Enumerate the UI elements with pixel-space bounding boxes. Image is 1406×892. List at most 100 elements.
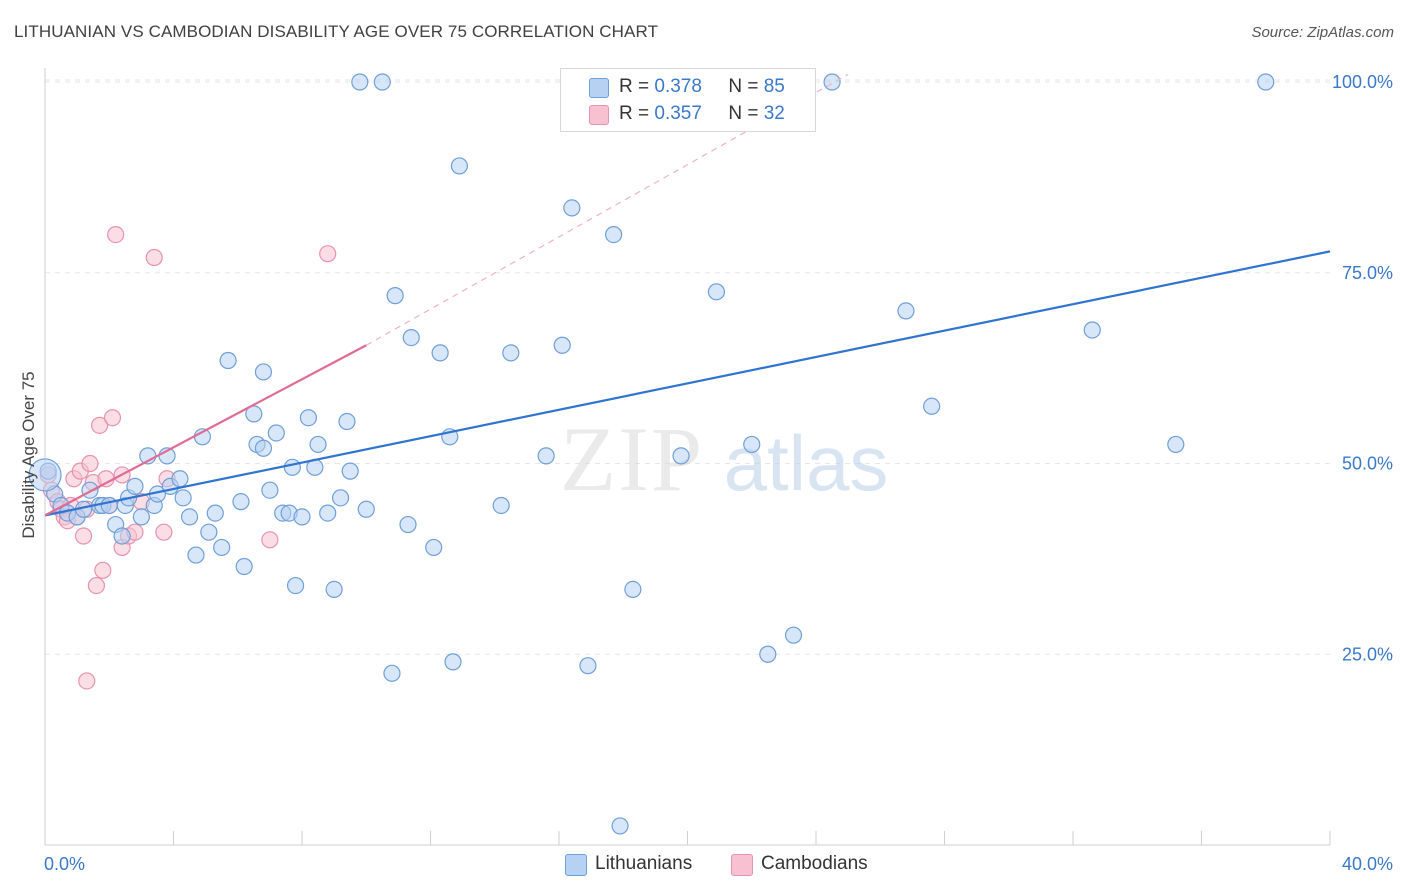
lithuanian-point: [402, 329, 420, 347]
cambodian-point: [107, 226, 125, 244]
lithuanian-point: [235, 557, 253, 576]
lithuanian-point: [492, 496, 510, 515]
cambodian-point: [261, 531, 279, 549]
lithuanian-point: [254, 363, 273, 381]
cambodian-point: [319, 245, 337, 263]
y-tick-label: 100.0%: [1332, 72, 1393, 92]
lithuanian-point: [232, 493, 250, 511]
lithuanian-point: [299, 409, 318, 427]
lithuanian-point: [267, 424, 285, 442]
lithuanian-point: [431, 344, 449, 362]
y-tick-label: 75.0%: [1342, 263, 1393, 283]
lithuanian-point: [351, 73, 369, 91]
lithuanian-point: [611, 817, 629, 835]
cambodian-point: [87, 576, 106, 595]
legend-n-label: N =: [728, 103, 759, 124]
lithuanian-point: [206, 504, 224, 522]
legend-r-label: R =: [619, 103, 650, 124]
lithuanian-point: [293, 508, 311, 526]
cambodian-point: [97, 470, 115, 488]
axes: [44, 68, 1331, 846]
legend-label-lithuanians: Lithuanians: [595, 853, 693, 874]
cambodians-swatch-icon: [589, 105, 609, 125]
lithuanian-point: [502, 344, 520, 362]
cambodian-point: [81, 454, 99, 473]
lithuanian-point: [923, 397, 941, 415]
lithuanian-point: [672, 447, 690, 465]
y-axis-title: Disability Age Over 75: [19, 371, 38, 538]
lithuanians-trend-line: [44, 250, 1331, 517]
lithuanian-point: [180, 508, 199, 526]
x-tick-label-min: 0.0%: [44, 854, 85, 874]
lithuanian-point: [1167, 435, 1185, 454]
lithuanian-point: [213, 538, 231, 557]
lithuanian-point: [261, 481, 279, 499]
lithuanian-point: [563, 199, 581, 217]
lithuanian-point: [341, 462, 359, 480]
lithuanian-point: [707, 283, 726, 301]
lithuanian-point: [126, 477, 144, 495]
lithuanian-point: [537, 447, 555, 465]
watermark-atlas: atlas: [724, 419, 889, 507]
lithuanian-point: [283, 458, 301, 476]
cambodian-point: [78, 672, 96, 690]
legend-n-label: N =: [728, 76, 759, 97]
lithuanians-swatch-icon: [589, 78, 609, 98]
lithuanian-point: [450, 157, 469, 175]
lithuanian-point: [784, 626, 803, 644]
cambodian-point: [94, 561, 112, 579]
lithuanian-point: [309, 435, 327, 454]
x-tick-label-max: 40.0%: [1342, 854, 1393, 874]
lithuanian-point: [357, 500, 375, 518]
lithuanian-point: [187, 546, 205, 564]
cambodian-point: [91, 416, 109, 434]
lithuanian-point: [331, 489, 350, 507]
lithuanian-point: [81, 481, 99, 499]
chart-title: LITHUANIAN VS CAMBODIAN DISABILITY AGE O…: [14, 22, 659, 41]
lithuanian-point: [624, 580, 642, 598]
lithuanian-point: [219, 351, 237, 370]
lithuanian-point: [444, 653, 462, 671]
cambodian-point: [74, 527, 93, 545]
lithuanian-point: [286, 576, 305, 595]
y-tick-label: 50.0%: [1342, 454, 1393, 474]
lithuanians-points: [28, 73, 1275, 835]
cambodian-point: [103, 409, 122, 427]
lithuanian-point: [200, 523, 218, 541]
legend-r-value: 0.378: [654, 76, 702, 97]
lithuanian-point: [132, 508, 150, 526]
lithuanian-point: [319, 504, 337, 522]
legend-r-label: R =: [619, 76, 650, 97]
lithuanian-point: [254, 439, 273, 457]
y-tick-label: 25.0%: [1342, 644, 1393, 664]
lithuanian-point: [386, 287, 404, 305]
lithuanian-point: [338, 412, 356, 431]
lithuanian-point: [174, 489, 192, 507]
trend-lines: [44, 73, 1331, 517]
legend-n-value: 85: [763, 76, 785, 97]
lithuanian-point: [759, 645, 777, 663]
legend-r-value: 0.357: [654, 103, 702, 124]
cambodians-legend-icon: [731, 854, 753, 876]
lithuanian-point: [579, 657, 597, 675]
lithuanian-point: [605, 226, 623, 244]
lithuanian-point: [171, 470, 189, 488]
lithuanian-point: [1083, 321, 1101, 339]
lithuanian-point: [383, 664, 401, 682]
series-legend: Lithuanians Cambodians: [0, 852, 1406, 878]
y-tick-labels: 25.0% 50.0% 75.0% 100.0%: [1332, 72, 1393, 664]
cambodian-point: [155, 523, 173, 541]
cambodians-points: [39, 226, 337, 690]
lithuanian-point: [553, 336, 571, 354]
lithuanians-legend-icon: [565, 854, 587, 876]
lithuanian-point: [743, 435, 761, 454]
legend-label-cambodians: Cambodians: [761, 853, 868, 874]
cambodian-point: [145, 248, 163, 267]
lithuanian-point: [100, 496, 118, 515]
lithuanian-point: [897, 302, 915, 320]
lithuanian-point: [425, 538, 443, 557]
stats-legend: R = 0.378 N = 85 R = 0.357 N = 32: [560, 68, 816, 132]
lithuanian-point: [28, 458, 62, 492]
cambodians-trend-extension: [365, 73, 849, 346]
